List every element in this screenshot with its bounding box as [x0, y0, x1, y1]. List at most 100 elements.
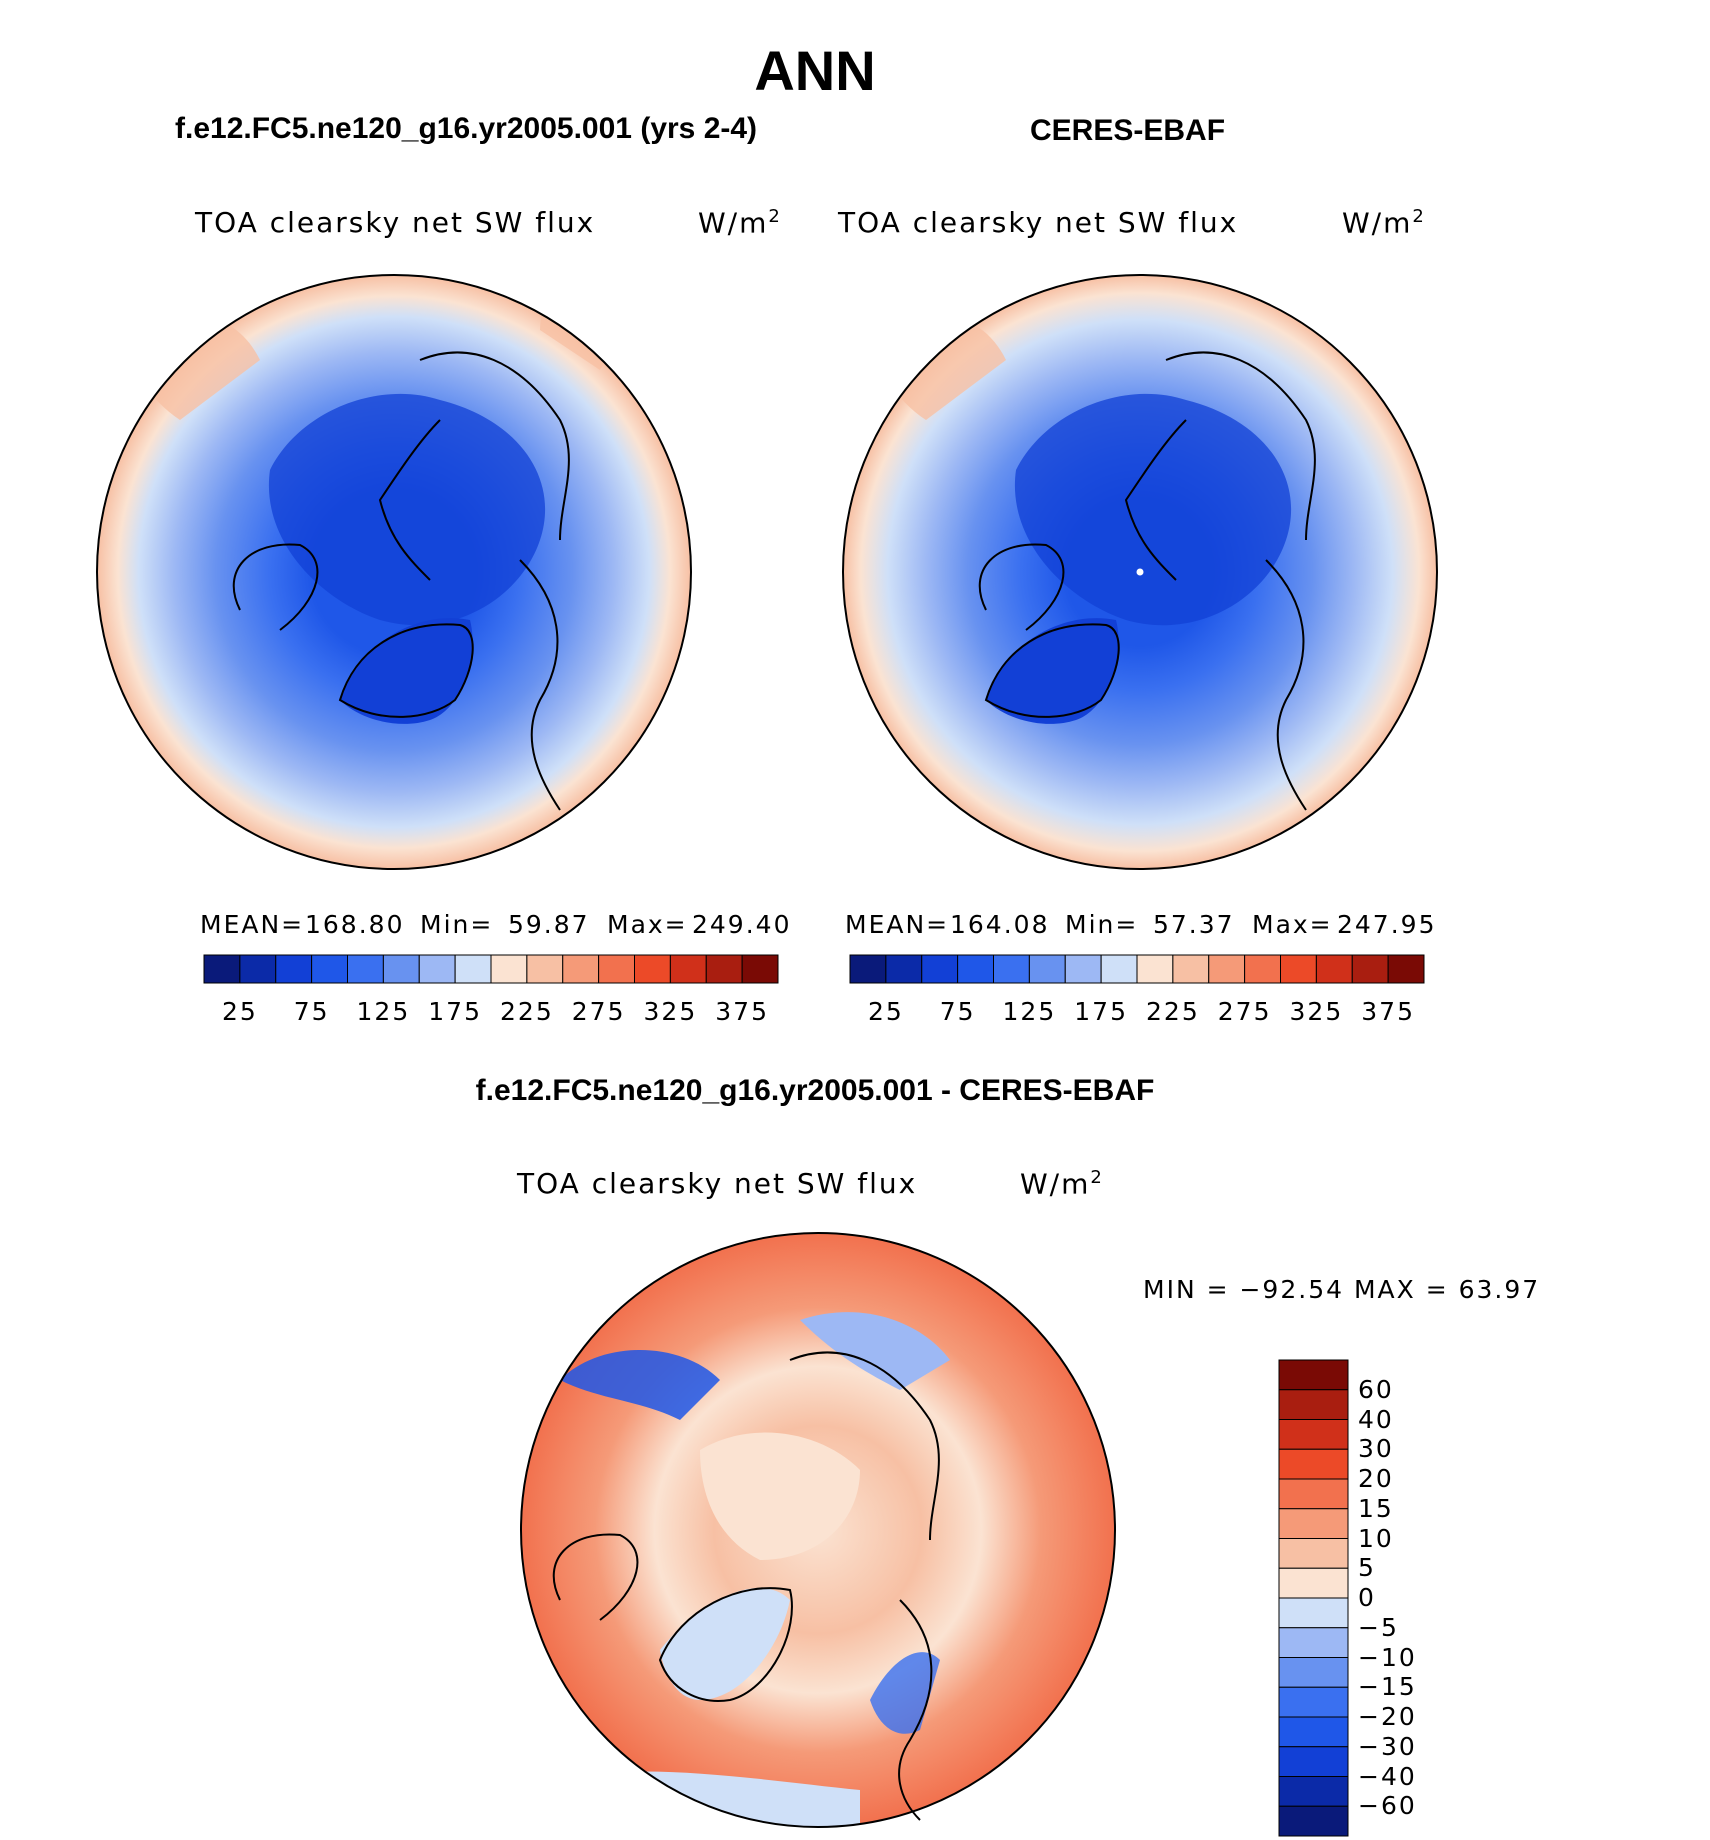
model-min-label: Min=	[420, 910, 494, 939]
model-mean-label: MEAN=	[200, 910, 305, 939]
obs-colorbar-cell	[849, 954, 887, 984]
model-min-value: 59.87	[508, 910, 590, 939]
obs-colorbar-cell	[1136, 954, 1174, 984]
diff-colorbar-tick-label: −20	[1358, 1702, 1417, 1731]
model-colorbar-tick-label: 25	[221, 997, 258, 1026]
diff-colorbar-tick-label: 40	[1358, 1404, 1394, 1434]
obs-colorbar-cell	[1100, 954, 1138, 984]
diff-colorbar-cell	[1278, 1478, 1349, 1510]
model-colorbar-tick-label: 375	[715, 997, 769, 1026]
obs-map-border	[842, 274, 1438, 870]
obs-min-label: Min=	[1065, 910, 1139, 939]
obs-colorbar-cell	[1387, 954, 1425, 984]
diff-minmax: MIN = −92.54 MAX = 63.97	[1143, 1275, 1541, 1304]
diff-colorbar-cell	[1278, 1359, 1349, 1391]
diff-colorbar-cell	[1278, 1746, 1349, 1777]
model-polar-map	[97, 275, 691, 869]
diff-colorbar-cell	[1278, 1627, 1349, 1658]
obs-polar-map	[843, 275, 1437, 869]
obs-colorbar-cell	[921, 954, 959, 984]
diff-panel-title: f.e12.FC5.ne120_g16.yr2005.001 - CERES-E…	[475, 1074, 1155, 1107]
diff-colorbar-tick-label: −60	[1358, 1791, 1417, 1821]
obs-colorbar-cell	[1172, 954, 1210, 984]
diff-colorbar-tick-label: 10	[1358, 1523, 1394, 1553]
model-map-border	[96, 274, 692, 870]
diff-colorbar-tick-label: 5	[1358, 1553, 1376, 1583]
obs-min-value: 57.37	[1153, 910, 1235, 939]
obs-max-value: 247.95	[1337, 910, 1437, 939]
model-colorbar-tick-label: 125	[356, 997, 411, 1026]
obs-mean-label: MEAN=	[845, 910, 950, 939]
model-colorbar-cell	[634, 954, 671, 984]
obs-colorbar-cell	[957, 954, 994, 984]
model-max-value: 249.40	[692, 910, 792, 939]
model-variable-label: TOA clearsky net SW flux	[195, 206, 596, 239]
diff-colorbar-cell	[1278, 1567, 1349, 1599]
model-colorbar-cell	[490, 954, 528, 984]
diff-colorbar-tick-label: 20	[1358, 1464, 1394, 1493]
obs-colorbar-tick-label: 375	[1361, 997, 1415, 1026]
obs-colorbar-tick-label: 175	[1074, 997, 1128, 1026]
obs-colorbar-cell	[1208, 954, 1246, 984]
model-colorbar-tick-label: 275	[571, 997, 626, 1026]
obs-colorbar-tick-label: 25	[867, 997, 904, 1026]
model-colorbar-cell	[311, 954, 348, 984]
diff-coastlines	[552, 1351, 940, 1821]
model-colorbar-cell	[347, 954, 384, 984]
obs-max-label: Max=	[1252, 910, 1333, 939]
model-colorbar-cell	[526, 954, 564, 984]
obs-panel-title: CERES-EBAF	[1030, 114, 1226, 147]
model-colorbar-tick-label: 75	[293, 997, 330, 1026]
obs-colorbar-tick-label: 275	[1217, 997, 1272, 1026]
diff-colorbar-cell	[1278, 1448, 1349, 1480]
model-colorbar-cell	[562, 954, 600, 984]
model-colorbar-cell	[382, 954, 420, 984]
model-colorbar-cell	[454, 954, 492, 984]
model-units-label: W/m2	[698, 206, 782, 240]
obs-mean-value: 164.08	[950, 910, 1050, 939]
obs-colorbar-cell	[1064, 954, 1102, 984]
model-max-label: Max=	[607, 910, 688, 939]
diff-variable-label: TOA clearsky net SW flux	[517, 1167, 918, 1200]
obs-colorbar-tick-label: 75	[939, 997, 976, 1026]
model-colorbar-cell	[239, 954, 277, 984]
obs-colorbar-cell	[1315, 954, 1353, 984]
diff-colorbar-tick-label: −30	[1358, 1731, 1417, 1761]
obs-colorbar-tick-label: 125	[1002, 997, 1057, 1026]
obs-colorbar-cell	[1280, 954, 1317, 984]
model-colorbar-tick-label: 225	[500, 997, 554, 1026]
model-colorbar	[203, 954, 779, 984]
diff-colorbar-tick-label: −15	[1358, 1672, 1417, 1702]
model-colorbar-cell	[741, 954, 779, 984]
obs-colorbar-cell	[1244, 954, 1281, 984]
diff-colorbar-tick-label: 30	[1358, 1434, 1394, 1464]
diff-colorbar-cell	[1278, 1419, 1349, 1450]
obs-colorbar	[849, 954, 1425, 984]
diff-units-label: W/m2	[1020, 1167, 1104, 1201]
diff-colorbar-tick-label: −10	[1358, 1642, 1417, 1672]
obs-colorbar-tick-label: 225	[1146, 997, 1200, 1026]
model-colorbar-cell	[203, 954, 241, 984]
model-colorbar-cell	[669, 954, 707, 984]
obs-colorbar-cell	[993, 954, 1030, 984]
model-colorbar-tick-label: 325	[643, 997, 698, 1026]
diff-colorbar-cell	[1278, 1538, 1349, 1569]
model-colorbar-cell	[418, 954, 456, 984]
diff-colorbar-cell	[1278, 1776, 1349, 1807]
obs-colorbar-cell	[1351, 954, 1389, 984]
diff-colorbar	[1278, 1359, 1349, 1837]
obs-colorbar-cell	[1028, 954, 1066, 984]
model-panel-title: f.e12.FC5.ne120_g16.yr2005.001 (yrs 2-4)	[175, 112, 758, 145]
diff-colorbar-cell	[1278, 1657, 1349, 1688]
model-coastlines	[232, 351, 570, 811]
diff-colorbar-cell	[1278, 1389, 1349, 1420]
diff-colorbar-cell	[1278, 1508, 1349, 1539]
obs-coastlines	[978, 351, 1316, 811]
diff-map-border	[520, 1232, 1116, 1828]
diff-colorbar-tick-label: 15	[1358, 1493, 1394, 1523]
model-colorbar-cell	[705, 954, 743, 984]
diff-colorbar-cell	[1278, 1597, 1349, 1629]
diff-colorbar-tick-label: −5	[1358, 1612, 1399, 1642]
diff-colorbar-cell	[1278, 1805, 1349, 1837]
